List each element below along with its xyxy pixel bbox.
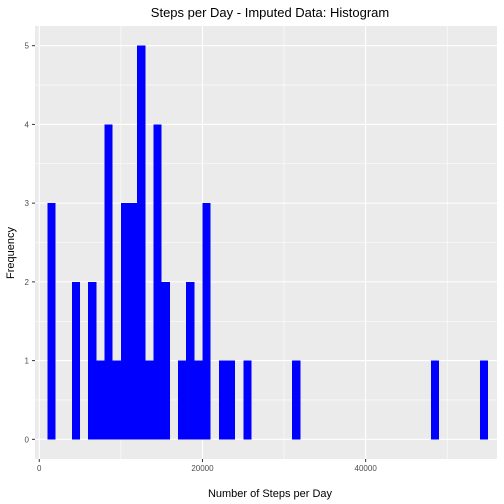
y-axis-label: Frequency (5, 227, 17, 279)
histogram-bar (226, 360, 236, 440)
histogram-bar (47, 203, 56, 440)
chart-title: Steps per Day - Imputed Data: Histogram (151, 5, 389, 20)
x-axis-ticks: 0 20000 40000 (37, 459, 377, 473)
histogram-bar (202, 203, 211, 440)
histogram-bar (161, 281, 170, 440)
histogram-bar (292, 360, 301, 440)
histogram-bar (479, 360, 489, 440)
histogram-bars (47, 45, 489, 440)
y-axis-ticks: 0 1 2 3 4 5 (25, 42, 35, 444)
y-tick-label: 0 (25, 435, 30, 444)
histogram-bar (137, 45, 146, 440)
histogram-bar (71, 281, 81, 440)
x-axis-label: Number of Steps per Day (208, 488, 333, 500)
histogram-bar (112, 360, 121, 440)
histogram-bar (120, 203, 130, 440)
x-tick-label: 40000 (355, 464, 378, 473)
histogram-bar (243, 360, 252, 440)
histogram-bar (104, 124, 113, 440)
y-tick-label: 1 (25, 357, 30, 366)
histogram-bar (88, 281, 97, 440)
histogram-bar (218, 360, 227, 440)
histogram-bar (186, 281, 195, 440)
histogram-bar (177, 360, 187, 440)
histogram-bar (194, 360, 203, 440)
y-tick-label: 2 (25, 278, 30, 287)
x-tick-label: 0 (37, 464, 42, 473)
histogram-bar (129, 203, 138, 440)
histogram-bar (145, 360, 154, 440)
histogram-bar (96, 360, 105, 440)
y-tick-label: 3 (25, 199, 30, 208)
y-tick-label: 4 (25, 120, 30, 129)
histogram-bar (430, 360, 440, 440)
histogram-bar (153, 124, 162, 440)
x-tick-label: 20000 (191, 464, 214, 473)
y-tick-label: 5 (25, 42, 30, 51)
